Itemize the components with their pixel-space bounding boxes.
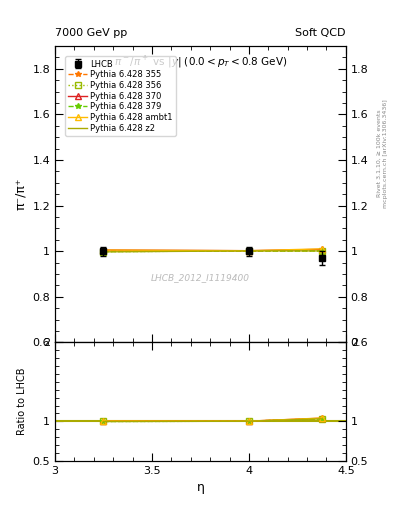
Text: Soft QCD: Soft QCD [296,28,346,38]
Pythia 6.428 356 [319,248,324,254]
Pythia 6.428 379 [101,248,106,254]
Pythia 6.428 356 [246,248,251,254]
Pythia 6.428 370 [319,246,324,252]
Pythia 6.428 379 [319,248,324,254]
Line: Pythia 6.428 379: Pythia 6.428 379 [101,248,324,254]
Pythia 6.428 356 [101,248,106,254]
Pythia 6.428 ambt1 [246,248,251,254]
Text: LHCB_2012_I1119400: LHCB_2012_I1119400 [151,272,250,282]
Pythia 6.428 370 [101,247,106,253]
Pythia 6.428 z2 [319,248,324,254]
Pythia 6.428 ambt1 [319,246,324,252]
Y-axis label: π⁻/π⁺: π⁻/π⁺ [14,178,27,210]
Pythia 6.428 z2 [246,248,251,254]
Line: Pythia 6.428 356: Pythia 6.428 356 [101,248,324,254]
Pythia 6.428 379 [246,248,251,254]
Line: Pythia 6.428 355: Pythia 6.428 355 [101,248,324,254]
Y-axis label: Ratio to LHCB: Ratio to LHCB [17,368,27,435]
Text: $\pi^-/\pi^+$ vs $|y|$ $(0.0 < p_T < 0.8$ GeV$)$: $\pi^-/\pi^+$ vs $|y|$ $(0.0 < p_T < 0.8… [114,55,287,70]
X-axis label: η: η [196,481,204,494]
Text: Rivet 3.1.10, ≥ 100k events: Rivet 3.1.10, ≥ 100k events [377,110,382,198]
Line: Pythia 6.428 z2: Pythia 6.428 z2 [103,251,321,252]
Pythia 6.428 ambt1 [101,247,106,253]
Text: mcplots.cern.ch [arXiv:1306.3436]: mcplots.cern.ch [arXiv:1306.3436] [383,99,387,208]
Pythia 6.428 z2 [101,249,106,255]
Pythia 6.428 355 [319,247,324,253]
Legend: LHCB, Pythia 6.428 355, Pythia 6.428 356, Pythia 6.428 370, Pythia 6.428 379, Py: LHCB, Pythia 6.428 355, Pythia 6.428 356… [65,56,176,136]
Text: 7000 GeV pp: 7000 GeV pp [55,28,127,38]
Pythia 6.428 355 [246,248,251,254]
Pythia 6.428 370 [246,248,251,254]
Line: Pythia 6.428 370: Pythia 6.428 370 [101,247,324,253]
Line: Pythia 6.428 ambt1: Pythia 6.428 ambt1 [101,246,324,253]
Pythia 6.428 355 [101,248,106,254]
